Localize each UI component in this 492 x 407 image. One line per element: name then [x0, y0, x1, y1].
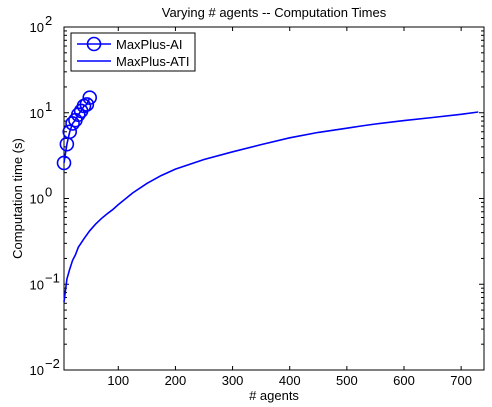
x-tick-label: 500 — [336, 373, 358, 388]
plot-area — [63, 26, 485, 371]
series-layer — [56, 90, 479, 303]
data-point — [79, 97, 95, 112]
x-tick-label: 100 — [107, 373, 129, 388]
legend: MaxPlus-AI MaxPlus-ATI — [70, 32, 196, 72]
y-tick-label: 10 — [30, 192, 44, 207]
y-tick-exponent: 0 — [45, 185, 52, 200]
series-1 — [56, 90, 98, 171]
y-tick-label: 10 — [30, 20, 44, 35]
legend-item: MaxPlus-ATI — [77, 54, 189, 69]
series-2 — [63, 111, 479, 303]
x-axis-label: # agents — [249, 388, 299, 403]
y-tick-exponent: 2 — [45, 13, 52, 28]
legend-label: MaxPlus-ATI — [116, 54, 189, 69]
y-tick-exponent: −1 — [45, 270, 60, 285]
x-tick-label: 700 — [450, 373, 472, 388]
chart-title: Varying # agents -- Computation Times — [162, 5, 387, 20]
y-axis-label: Computation time (s) — [10, 138, 25, 259]
legend-label: MaxPlus-AI — [116, 37, 182, 52]
data-point — [62, 124, 78, 140]
y-tick-label: 10 — [30, 106, 44, 121]
y-tick-label: 10 — [30, 277, 44, 292]
x-tick-label: 200 — [165, 373, 187, 388]
legend-marker — [86, 36, 102, 52]
y-tick-exponent: 1 — [45, 99, 52, 114]
series-line — [63, 111, 479, 303]
x-tick-label: 400 — [279, 373, 301, 388]
x-tick-label: 600 — [393, 373, 415, 388]
x-tick-label: 300 — [222, 373, 244, 388]
data-point — [82, 90, 98, 105]
data-point — [56, 155, 72, 171]
y-tick-label: 10 — [30, 363, 44, 378]
y-tick-exponent: −2 — [45, 356, 60, 371]
legend-item: MaxPlus-AI — [77, 36, 182, 52]
legend-box — [70, 32, 196, 72]
